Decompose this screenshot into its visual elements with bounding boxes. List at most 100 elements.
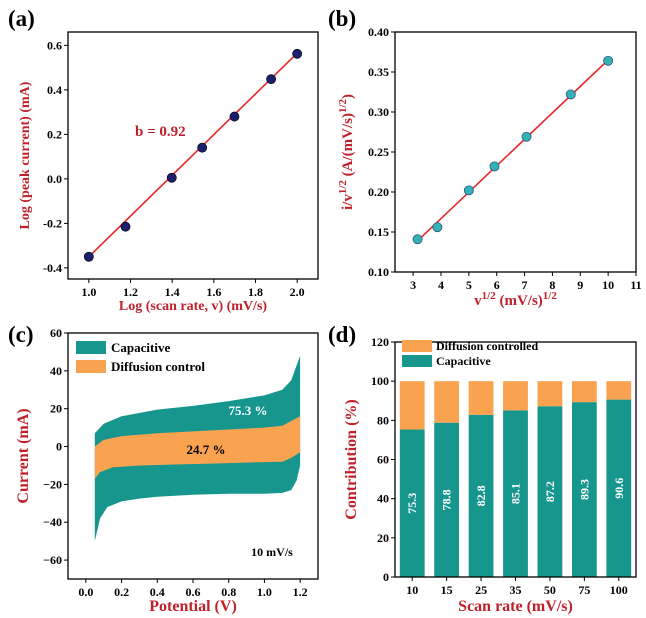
bar-diffusion [503, 381, 528, 411]
y-tick-label: 0.20 [368, 185, 389, 199]
x-tick-label: 25 [475, 583, 487, 597]
y-tick-label: 0.2 [47, 127, 62, 141]
y-tick-label: 0.30 [368, 105, 389, 119]
y-tick-label: 20 [50, 402, 62, 416]
x-tick-label: 100 [610, 583, 628, 597]
data-point-a [197, 142, 208, 153]
x-axis-label-c: Potential (V) [149, 598, 237, 615]
data-point-a [120, 221, 131, 232]
x-axis-d: 10 15 25 35 50 75 100 [406, 577, 628, 597]
y-tick-label: 60 [377, 453, 389, 467]
data-point-b [489, 161, 500, 172]
y-tick-label: -0.2 [43, 216, 62, 230]
panel-label-a: (a) [8, 6, 35, 31]
bar-value-label: 85.1 [509, 483, 523, 504]
legend-swatch-capacitive-d [402, 355, 432, 367]
y-tick-label: −20 [43, 477, 62, 491]
bar-capacitive [503, 410, 528, 577]
bar-diffusion [434, 381, 460, 423]
y-tick-label: 0.10 [368, 265, 389, 279]
y-axis-label-a: Log (peak current) (mA) [18, 81, 33, 229]
x-axis-a: 1.0 1.2 1.4 1.6 1.8 2.0 [81, 279, 305, 299]
bar-value-label: 89.3 [577, 479, 591, 500]
bar-value-label: 78.8 [440, 489, 454, 510]
data-point-b [463, 185, 474, 196]
legend-label-capacitive-d: Capacitive [436, 354, 491, 368]
x-tick-label: 0.0 [78, 585, 93, 599]
x-tick-label: 50 [544, 583, 556, 597]
bar-diffusion [399, 381, 425, 430]
legend-swatch-diffusion [76, 360, 106, 373]
x-tick-label: 10 [406, 583, 418, 597]
y-axis-label-d: Contribution (%) [343, 399, 360, 519]
y-tick-label: 0.40 [368, 25, 389, 39]
x-tick-label: 10 [602, 278, 614, 292]
bar-capacitive [571, 402, 597, 577]
x-tick-label: 0.2 [114, 585, 129, 599]
slope-annotation: b = 0.92 [135, 124, 186, 140]
scan-rate-label: 10 mV/s [251, 545, 293, 559]
bar-value-label: 90.6 [612, 478, 626, 499]
capacitive-percent-label: 75.3 % [229, 403, 268, 418]
bar-capacitive [399, 429, 425, 577]
y-tick-label: 20 [377, 531, 389, 545]
data-point-b [432, 222, 443, 233]
x-tick-label: 15 [441, 583, 453, 597]
data-point-b [603, 55, 614, 66]
x-tick-label: 9 [577, 278, 583, 292]
x-tick-label: 1.8 [248, 285, 263, 299]
y-tick-label: 100 [371, 374, 389, 388]
y-tick-label: 40 [50, 364, 62, 378]
x-tick-label: 3 [410, 278, 416, 292]
x-tick-label: 1.6 [206, 285, 221, 299]
plot-frame-a [67, 31, 319, 280]
x-tick-label: 0.8 [221, 585, 236, 599]
x-tick-label: 2.0 [290, 285, 305, 299]
y-axis-a: -0.4 -0.2 0.0 0.2 0.4 0.6 [43, 38, 68, 275]
data-point-a [83, 251, 94, 262]
panel-label-c: (c) [8, 322, 34, 347]
x-tick-label: 8 [549, 278, 555, 292]
x-tick-label: 0.6 [186, 585, 201, 599]
legend-swatch-diffusion-controlled [402, 340, 432, 352]
x-axis-c: 0.0 0.2 0.4 0.6 0.8 1.0 1.2 [78, 579, 308, 599]
y-tick-label: 0.6 [47, 38, 62, 52]
bar-diffusion [537, 381, 563, 407]
legend-label-diffusion: Diffusion control [111, 359, 205, 374]
data-point-a [229, 111, 240, 122]
x-tick-label: 35 [510, 583, 522, 597]
x-tick-label: 1.2 [293, 585, 308, 599]
bar-diffusion [571, 381, 597, 403]
bar-diffusion [606, 381, 632, 400]
y-tick-label: 0.4 [47, 83, 62, 97]
x-tick-label: 1.4 [165, 285, 180, 299]
x-axis-label-a: Log (scan rate, v) (mV/s) [119, 299, 267, 314]
y-tick-label: 0 [383, 570, 389, 584]
y-tick-label: 0.35 [368, 65, 389, 79]
diffusion-percent-label: 24.7 % [187, 442, 226, 457]
y-axis-label-c: Current (mA) [15, 408, 32, 503]
y-axis-c: −60 −40 −20 0 20 40 60 [43, 326, 68, 567]
y-tick-label: −40 [43, 515, 62, 529]
fit-line-a [88, 52, 298, 258]
bar-capacitive [468, 414, 494, 577]
y-tick-label: -0.4 [43, 261, 62, 275]
x-tick-label: 0.4 [150, 585, 165, 599]
x-tick-label: 1.0 [257, 585, 272, 599]
y-axis-d: 0 20 40 60 80 100 120 [371, 335, 395, 584]
panel-label-b: (b) [328, 6, 356, 31]
bar-diffusion [468, 381, 494, 415]
x-tick-label: 5 [466, 278, 472, 292]
y-tick-label: −60 [43, 553, 62, 567]
x-tick-label: 1.0 [81, 285, 96, 299]
y-axis-label-b: i/v1/2 (A/(mV/s)1/2) [337, 94, 356, 210]
panel-label-d: (d) [328, 322, 356, 347]
y-tick-label: 0.0 [47, 172, 62, 186]
legend-label-capacitive: Capacitive [111, 340, 170, 355]
legend-label-diffusion-controlled: Diffusion controlled [436, 339, 538, 353]
bar-value-label: 75.3 [405, 493, 419, 514]
y-tick-label: 60 [50, 326, 62, 340]
data-point-a [266, 74, 277, 85]
y-tick-label: 80 [377, 413, 389, 427]
